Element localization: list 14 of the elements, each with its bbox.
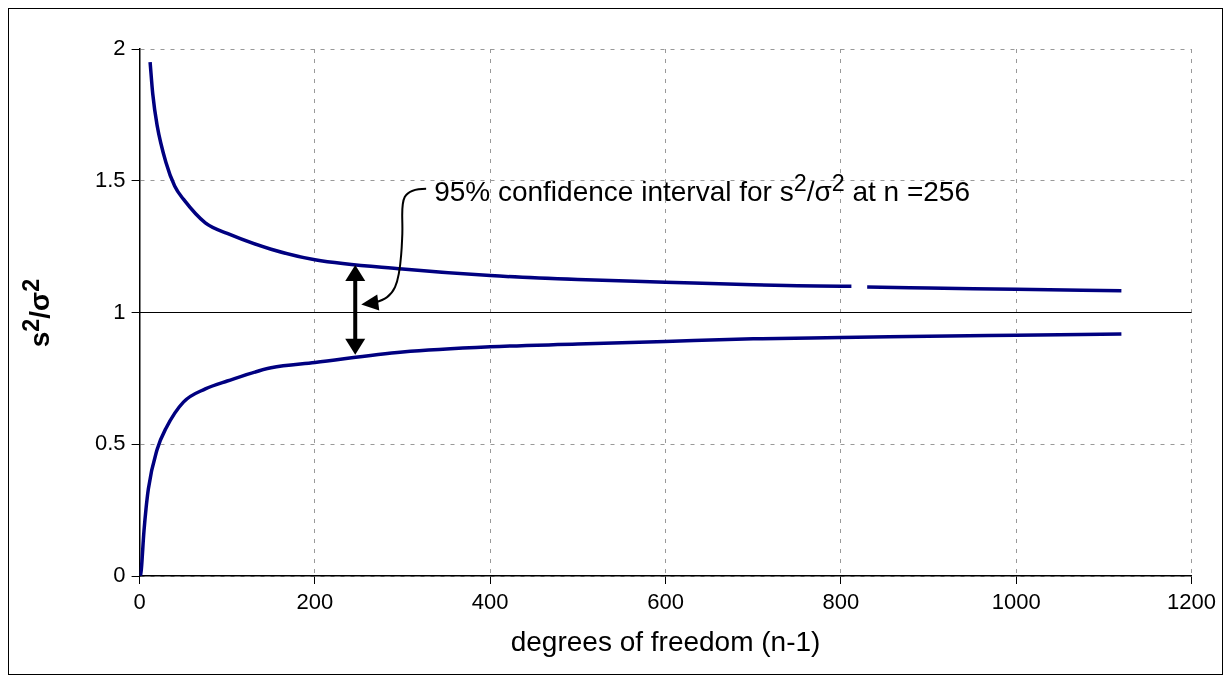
- x-tick-label: 1000: [991, 589, 1041, 615]
- x-tick-label: 800: [822, 589, 860, 615]
- y-tick-label: 1.5: [94, 166, 126, 192]
- x-tick-label: 400: [471, 589, 509, 615]
- x-axis-title: degrees of freedom (n-1): [510, 625, 821, 657]
- y-tick-label: 1: [113, 298, 126, 324]
- x-tick-label: 600: [647, 589, 684, 615]
- x-tick-label: 1200: [1167, 589, 1217, 615]
- y-tick-label: 0: [113, 562, 126, 588]
- y-tick-label: 2: [113, 35, 126, 61]
- y-tick-label: 0.5: [94, 430, 126, 456]
- x-tick-label: 0: [133, 589, 146, 615]
- annotation: 95% confidence interval for s$^{2}$/σ$^{2}$ at n =256: [434, 169, 971, 208]
- x-tick-label: 200: [296, 589, 334, 615]
